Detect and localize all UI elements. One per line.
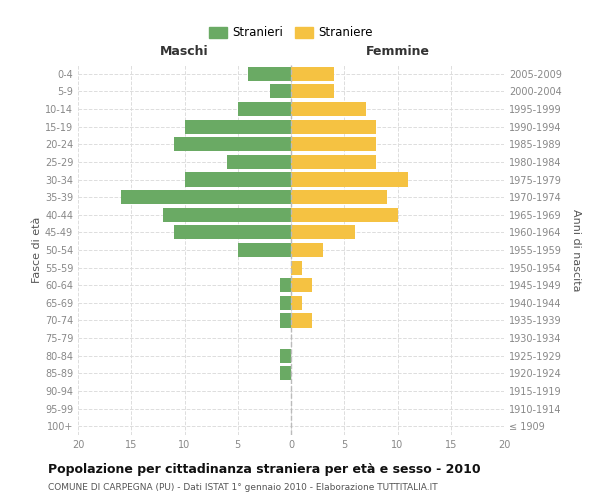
Bar	[291, 102, 365, 116]
Text: Popolazione per cittadinanza straniera per età e sesso - 2010: Popolazione per cittadinanza straniera p…	[48, 462, 481, 475]
Bar	[291, 208, 398, 222]
Bar	[291, 190, 387, 204]
Y-axis label: Fasce di età: Fasce di età	[32, 217, 42, 283]
Bar	[291, 172, 408, 186]
Bar	[280, 348, 291, 363]
Bar	[227, 155, 291, 169]
Bar	[280, 296, 291, 310]
Bar	[291, 296, 302, 310]
Bar	[174, 226, 291, 239]
Bar	[280, 366, 291, 380]
Bar	[174, 137, 291, 152]
Text: Femmine: Femmine	[365, 44, 430, 58]
Bar	[291, 155, 376, 169]
Text: Maschi: Maschi	[160, 44, 209, 58]
Legend: Stranieri, Straniere: Stranieri, Straniere	[205, 23, 377, 43]
Bar	[280, 278, 291, 292]
Bar	[238, 243, 291, 257]
Bar	[291, 226, 355, 239]
Bar	[280, 314, 291, 328]
Bar	[121, 190, 291, 204]
Bar	[291, 137, 376, 152]
Bar	[291, 260, 302, 274]
Bar	[291, 243, 323, 257]
Bar	[163, 208, 291, 222]
Bar	[238, 102, 291, 116]
Bar	[185, 172, 291, 186]
Bar	[291, 120, 376, 134]
Bar	[185, 120, 291, 134]
Text: COMUNE DI CARPEGNA (PU) - Dati ISTAT 1° gennaio 2010 - Elaborazione TUTTITALIA.I: COMUNE DI CARPEGNA (PU) - Dati ISTAT 1° …	[48, 484, 437, 492]
Bar	[270, 84, 291, 98]
Bar	[248, 67, 291, 81]
Y-axis label: Anni di nascita: Anni di nascita	[571, 209, 581, 291]
Bar	[291, 84, 334, 98]
Bar	[291, 314, 313, 328]
Bar	[291, 67, 334, 81]
Bar	[291, 278, 313, 292]
